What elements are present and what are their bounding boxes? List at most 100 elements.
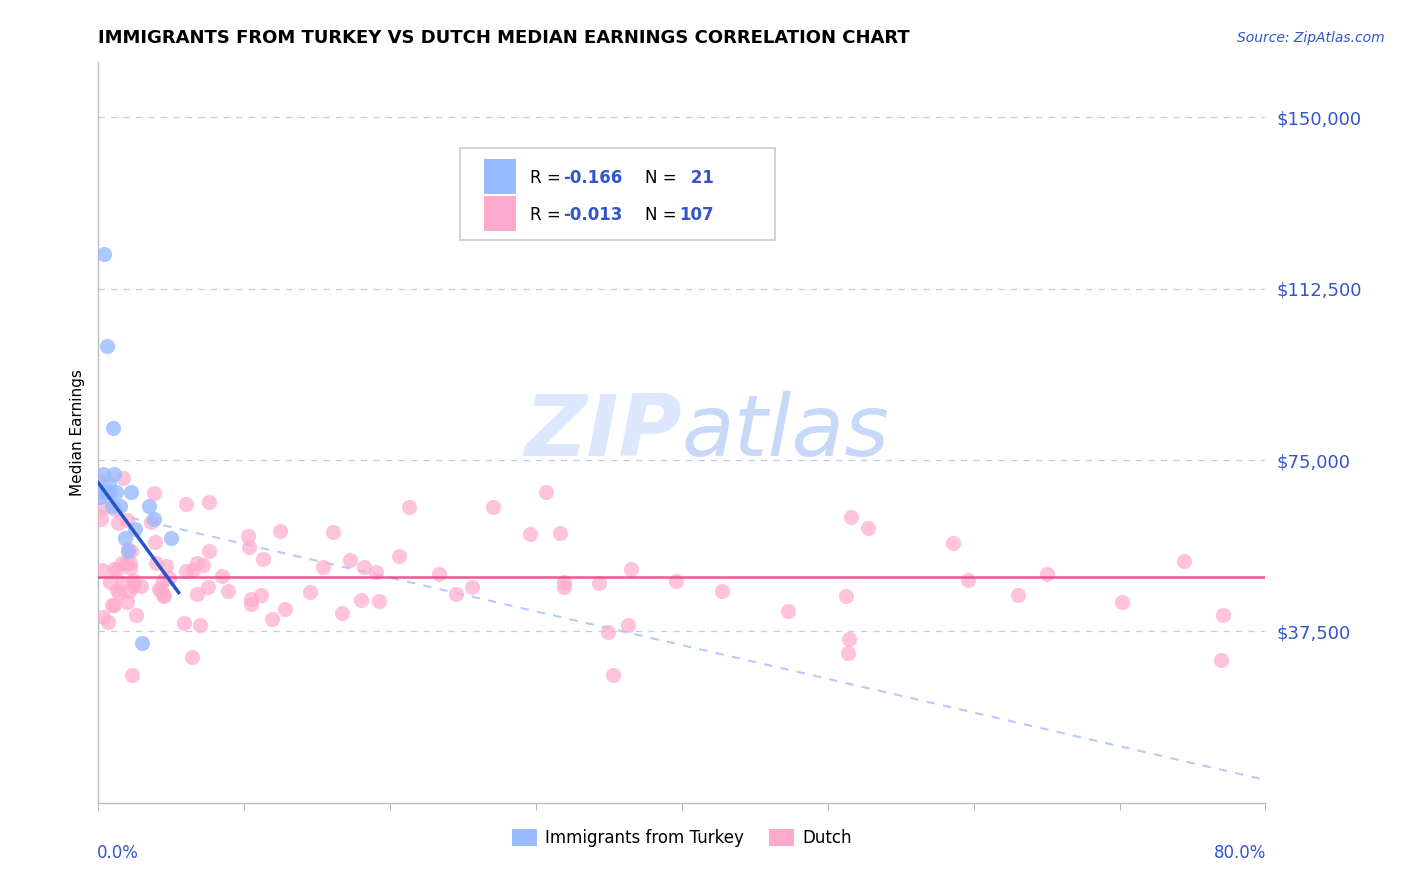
Point	[274, 602, 297, 616]
Point	[1007, 588, 1029, 602]
Point	[617, 618, 640, 632]
Point	[120, 544, 142, 558]
Text: 107: 107	[679, 206, 714, 224]
Point	[142, 512, 165, 526]
Point	[105, 562, 128, 576]
Point	[444, 587, 467, 601]
Point	[101, 421, 124, 435]
Point	[252, 552, 274, 566]
Point	[101, 598, 124, 612]
Point	[120, 556, 142, 570]
Point	[482, 500, 505, 515]
Point	[188, 617, 211, 632]
Point	[96, 339, 118, 353]
Point	[197, 544, 219, 558]
Point	[97, 475, 120, 490]
Point	[198, 495, 221, 509]
Point	[148, 582, 170, 596]
Point	[103, 562, 125, 576]
Text: R =: R =	[530, 206, 567, 224]
Point	[105, 582, 128, 597]
Text: Source: ZipAtlas.com: Source: ZipAtlas.com	[1237, 31, 1385, 45]
Point	[553, 580, 575, 594]
Point	[160, 531, 183, 545]
Point	[89, 490, 111, 504]
Point	[120, 485, 142, 500]
FancyBboxPatch shape	[484, 195, 516, 231]
Point	[461, 581, 484, 595]
Point	[856, 521, 879, 535]
Point	[322, 524, 344, 539]
Text: R =: R =	[530, 169, 567, 187]
Point	[180, 650, 202, 665]
Point	[152, 589, 174, 603]
Point	[103, 598, 125, 612]
FancyBboxPatch shape	[484, 159, 516, 194]
Point	[330, 606, 353, 620]
Point	[155, 558, 177, 573]
Point	[388, 549, 411, 563]
Point	[91, 610, 114, 624]
Point	[197, 581, 219, 595]
Point	[1035, 567, 1057, 582]
Point	[152, 587, 174, 601]
Point	[602, 668, 624, 682]
Point	[104, 501, 127, 516]
Point	[174, 497, 197, 511]
Point	[115, 556, 138, 570]
Point	[173, 616, 195, 631]
Point	[125, 608, 148, 623]
Point	[138, 499, 160, 513]
Text: ZIP: ZIP	[524, 391, 682, 475]
Point	[239, 597, 262, 611]
Point	[121, 668, 143, 682]
Point	[519, 527, 541, 541]
Point	[89, 485, 111, 500]
Point	[90, 475, 112, 489]
Point	[839, 509, 862, 524]
Point	[427, 566, 450, 581]
Point	[90, 563, 112, 577]
Point	[364, 565, 387, 579]
Text: N =: N =	[644, 169, 682, 187]
Text: -0.013: -0.013	[562, 206, 623, 224]
Point	[534, 484, 557, 499]
Point	[353, 560, 375, 574]
Point	[91, 467, 114, 481]
Y-axis label: Median Earnings: Median Earnings	[69, 369, 84, 496]
Point	[139, 515, 162, 529]
Point	[145, 556, 167, 570]
Text: atlas: atlas	[682, 391, 890, 475]
Point	[1111, 595, 1133, 609]
Point	[236, 529, 259, 543]
Point	[211, 569, 233, 583]
Point	[104, 485, 127, 500]
Point	[110, 576, 132, 591]
Text: 80.0%: 80.0%	[1215, 844, 1267, 862]
Point	[710, 583, 733, 598]
Point	[117, 584, 139, 599]
Point	[596, 625, 619, 640]
Point	[117, 544, 139, 558]
Point	[1209, 653, 1232, 667]
Point	[124, 522, 146, 536]
Point	[93, 500, 115, 515]
Legend: Immigrants from Turkey, Dutch: Immigrants from Turkey, Dutch	[505, 822, 859, 854]
Point	[837, 646, 859, 660]
Point	[1173, 554, 1195, 568]
Point	[90, 485, 112, 500]
Point	[110, 499, 132, 513]
Point	[239, 591, 262, 606]
Point	[367, 594, 389, 608]
Point	[98, 575, 121, 590]
Text: 21: 21	[685, 169, 714, 187]
Point	[838, 632, 860, 646]
Point	[550, 526, 572, 541]
Point	[111, 556, 134, 570]
Point	[217, 584, 239, 599]
Point	[311, 560, 333, 574]
Text: IMMIGRANTS FROM TURKEY VS DUTCH MEDIAN EARNINGS CORRELATION CHART: IMMIGRANTS FROM TURKEY VS DUTCH MEDIAN E…	[98, 29, 910, 47]
Text: -0.166: -0.166	[562, 169, 621, 187]
Point	[143, 535, 166, 549]
Point	[249, 588, 271, 602]
